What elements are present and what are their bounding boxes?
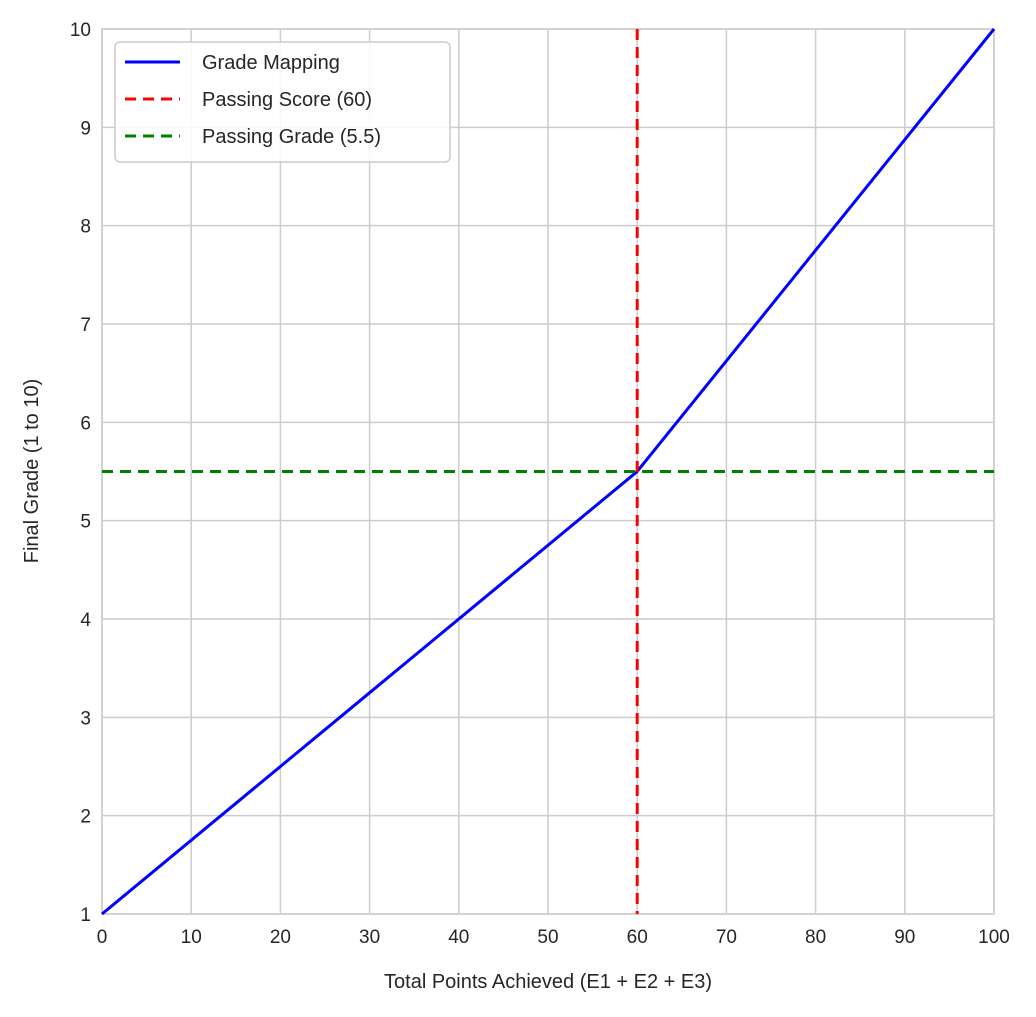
legend-label: Passing Grade (5.5) (202, 126, 381, 148)
x-tick-label: 60 (627, 927, 648, 948)
x-tick-label: 0 (97, 927, 108, 948)
y-tick-label: 7 (80, 315, 91, 336)
y-tick-label: 5 (80, 512, 91, 533)
series (101, 28, 996, 916)
tick-labels: 0 10 20 30 40 50 60 70 80 90 100 1 2 3 4 5 6 7 8 9 10 (70, 20, 1010, 948)
x-tick-label: 30 (359, 927, 380, 948)
y-tick-label: 9 (80, 118, 91, 139)
legend-label: Grade Mapping (202, 52, 340, 74)
x-tick-label: 40 (448, 927, 469, 948)
x-tick-label: 100 (978, 927, 1010, 948)
legend-label: Passing Score (60) (202, 89, 372, 111)
x-tick-label: 80 (805, 927, 826, 948)
legend: Grade Mapping Passing Score (60) Passing G… (114, 41, 451, 163)
y-axis-label: Final Grade (1 to 10) (21, 379, 43, 564)
y-tick-label: 6 (80, 413, 91, 434)
x-axis-label: Total Points Achieved (E1 + E2 + E3) (384, 971, 712, 993)
x-tick-label: 50 (537, 927, 558, 948)
y-tick-label: 2 (80, 807, 91, 828)
x-tick-label: 70 (716, 927, 737, 948)
y-tick-label: 3 (80, 708, 91, 729)
y-tick-label: 4 (80, 610, 91, 631)
legend-box (114, 41, 451, 163)
x-tick-label: 20 (270, 927, 291, 948)
y-tick-label: 8 (80, 217, 91, 238)
x-tick-label: 10 (181, 927, 202, 948)
y-tick-label: 10 (70, 20, 91, 41)
y-tick-label: 1 (80, 905, 91, 926)
x-tick-label: 90 (894, 927, 915, 948)
